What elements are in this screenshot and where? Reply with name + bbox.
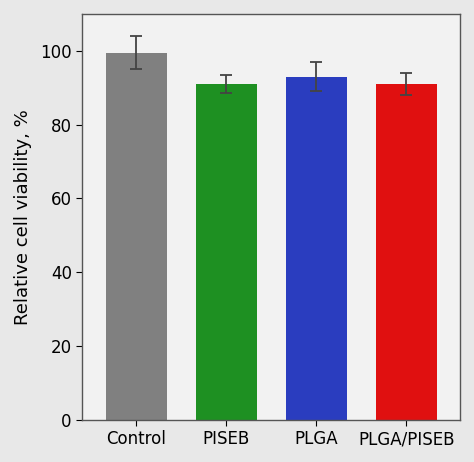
Bar xyxy=(285,77,347,419)
Bar xyxy=(196,84,257,419)
Y-axis label: Relative cell viability, %: Relative cell viability, % xyxy=(14,109,32,325)
Bar xyxy=(375,84,437,419)
Bar xyxy=(106,53,167,419)
